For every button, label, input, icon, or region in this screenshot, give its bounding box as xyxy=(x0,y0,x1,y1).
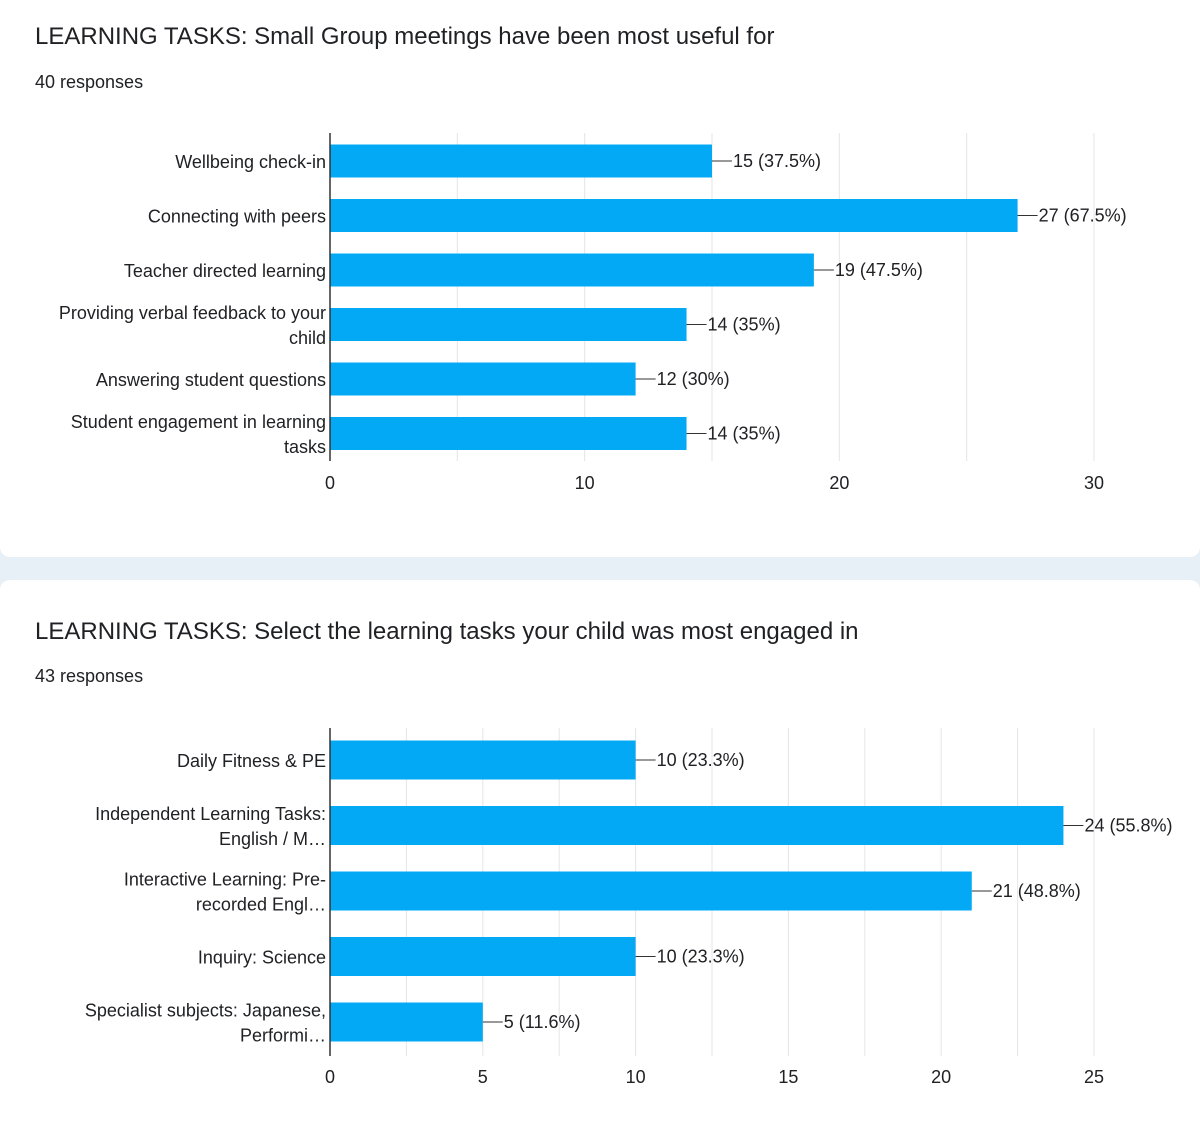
bar xyxy=(330,1002,483,1042)
data-label: 14 (35%) xyxy=(708,424,781,444)
x-tick-label: 0 xyxy=(325,473,335,493)
chart-title: LEARNING TASKS: Select the learning task… xyxy=(35,618,859,645)
category-label: Providing verbal feedback to your xyxy=(59,303,326,323)
category-label: recorded Engl… xyxy=(196,895,326,915)
data-label: 5 (11.6%) xyxy=(504,1012,581,1032)
category-label: Specialist subjects: Japanese, xyxy=(85,1001,326,1021)
x-tick-label: 10 xyxy=(575,473,595,493)
category-label: tasks xyxy=(284,437,326,457)
category-label: Independent Learning Tasks: xyxy=(95,804,326,824)
data-label: 24 (55.8%) xyxy=(1084,816,1172,836)
x-tick-label: 25 xyxy=(1084,1067,1104,1087)
x-tick-label: 20 xyxy=(931,1067,951,1087)
data-label: 10 (23.3%) xyxy=(657,947,745,967)
bar xyxy=(330,199,1018,232)
category-label: English / M… xyxy=(219,829,326,849)
data-label: 21 (48.8%) xyxy=(993,881,1081,901)
bar-chart-2: 10 (23.3%) Daily Fitness & PE 24 (55.8%) In… xyxy=(85,728,1173,1087)
data-label: 12 (30%) xyxy=(657,369,730,389)
category-label: Connecting with peers xyxy=(148,207,326,227)
bar xyxy=(330,871,972,911)
category-label: Interactive Learning: Pre- xyxy=(124,870,326,890)
x-tick-label: 30 xyxy=(1084,473,1104,493)
bar xyxy=(330,937,636,976)
category-label: Student engagement in learning xyxy=(71,412,326,432)
bar xyxy=(330,417,687,450)
chart-card-1: LEARNING TASKS: Small Group meetings hav… xyxy=(0,0,1200,557)
response-count: 40 responses xyxy=(35,72,144,92)
category-label: Wellbeing check-in xyxy=(175,152,326,172)
category-label: child xyxy=(289,328,326,348)
bar xyxy=(330,362,636,396)
bar xyxy=(330,308,687,341)
bar xyxy=(330,144,712,178)
x-tick-label: 15 xyxy=(778,1067,798,1087)
category-label: Teacher directed learning xyxy=(124,261,326,281)
data-label: 10 (23.3%) xyxy=(657,750,745,770)
chart-card-2: LEARNING TASKS: Select the learning task… xyxy=(0,580,1200,1141)
data-label: 14 (35%) xyxy=(708,315,781,335)
data-label: 19 (47.5%) xyxy=(835,260,923,280)
category-label: Daily Fitness & PE xyxy=(177,751,326,771)
bar-chart-1: 15 (37.5%) Wellbeing check-in 27 (67.5%) Co… xyxy=(59,133,1127,493)
x-tick-label: 10 xyxy=(626,1067,646,1087)
bar xyxy=(330,740,636,780)
x-tick-label: 20 xyxy=(829,473,849,493)
category-label: Inquiry: Science xyxy=(198,948,326,968)
response-count: 43 responses xyxy=(35,666,144,686)
x-tick-label: 0 xyxy=(325,1067,335,1087)
data-label: 15 (37.5%) xyxy=(733,151,821,171)
x-tick-label: 5 xyxy=(478,1067,488,1087)
category-label: Performi… xyxy=(240,1026,326,1046)
bar xyxy=(330,806,1064,845)
category-label: Answering student questions xyxy=(96,370,326,390)
chart-title: LEARNING TASKS: Small Group meetings hav… xyxy=(35,23,775,50)
bar xyxy=(330,253,814,287)
data-label: 27 (67.5%) xyxy=(1039,206,1127,226)
